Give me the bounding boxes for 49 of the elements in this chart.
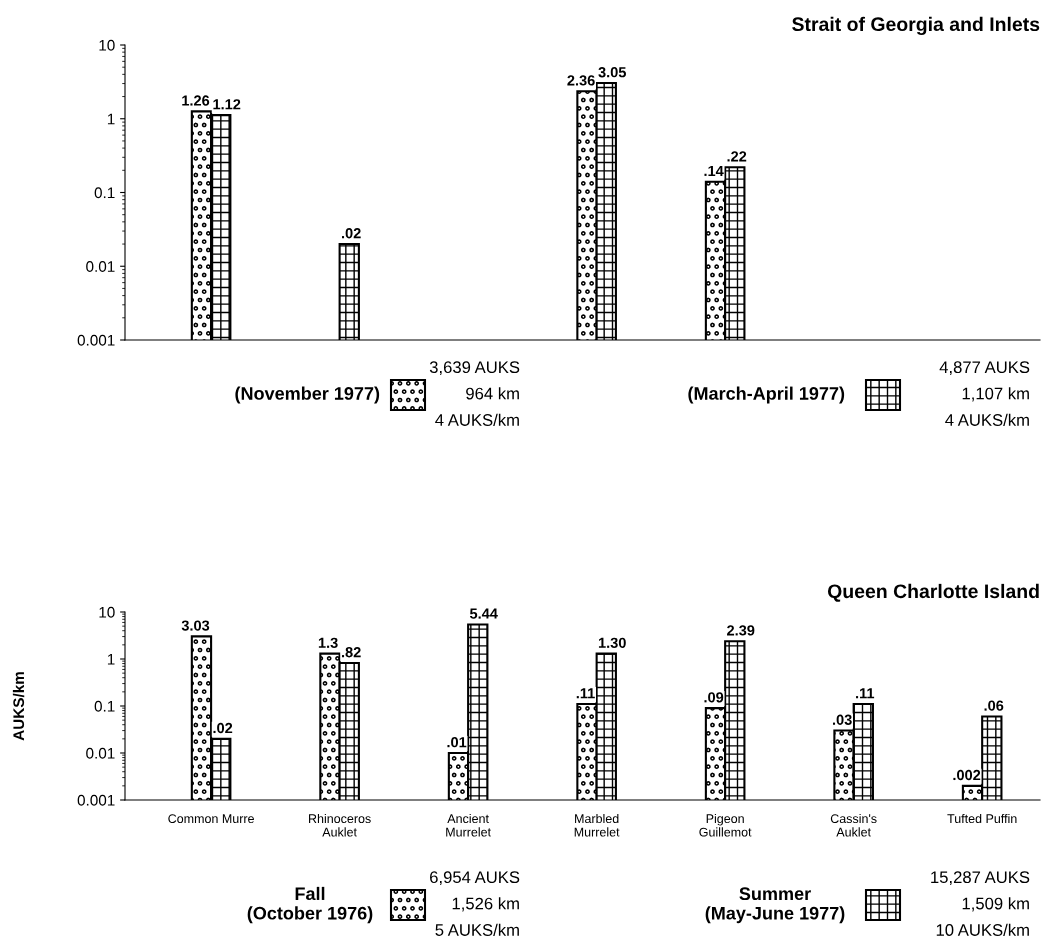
text: 3,639 AUKS 964 km 4 AUKS/km <box>429 361 520 426</box>
data-label: .22 <box>727 151 747 162</box>
data-label: .09 <box>704 692 724 703</box>
data-label: .02 <box>341 228 361 239</box>
data-label: 3.03 <box>181 620 210 631</box>
data-label: .03 <box>832 714 852 725</box>
data-label: .02 <box>213 722 233 734</box>
x-tick-label: Ancient Murrelet <box>446 813 491 837</box>
y-tick-label: 10 <box>99 606 115 618</box>
text: 6,954 AUKS 1,526 km 5 AUKS/km <box>430 871 520 936</box>
legend-label: (November 1977) <box>235 386 380 404</box>
y-axis-title: AUKS/km <box>12 672 25 741</box>
legend-label: (March-April 1977) <box>688 386 845 404</box>
x-tick-label: Tufted Puffin <box>947 813 1017 824</box>
y-tick-label: 1 <box>107 113 115 125</box>
y-tick-label: 0.001 <box>77 794 115 806</box>
data-label: 2.39 <box>727 625 755 636</box>
y-tick-label: 0.1 <box>94 187 115 199</box>
legend-label: Fall (October 1976) <box>247 886 373 924</box>
x-tick-label: Marbled Murrelet <box>574 813 620 837</box>
data-label: 1.30 <box>598 637 626 648</box>
x-tick-label: Rhinoceros Auklet <box>309 813 371 837</box>
data-label: 3.05 <box>598 67 626 78</box>
y-tick-label: 0.1 <box>94 700 115 712</box>
chart-title: Queen Charlotte Island <box>827 583 1039 602</box>
y-tick-label: 1 <box>107 654 115 665</box>
data-label: .82 <box>341 647 361 658</box>
data-label: 1.12 <box>213 99 241 110</box>
legend-label: Summer (May-June 1977) <box>705 887 845 924</box>
data-label: .14 <box>704 165 724 176</box>
data-label: .11 <box>576 688 595 699</box>
y-tick-label: 0.01 <box>86 261 115 272</box>
data-label: .11 <box>856 688 875 699</box>
text: 4,877 AUKS 1,107 km 4 AUKS/km <box>939 361 1030 426</box>
data-label: .01 <box>447 737 467 748</box>
x-tick-label: Common Murre <box>168 814 254 824</box>
x-tick-label: Pigeon Guillemot <box>699 813 752 837</box>
y-tick-label: 0.01 <box>86 747 115 759</box>
data-label: 1.3 <box>318 637 338 648</box>
chart-title: Strait of Georgia and Inlets <box>792 16 1040 35</box>
data-label: .002 <box>953 769 981 781</box>
y-tick-label: 10 <box>99 39 115 51</box>
data-label: 1.26 <box>182 95 210 106</box>
data-label: .06 <box>984 700 1004 711</box>
x-tick-label: Cassin's Auklet <box>830 813 877 837</box>
text: 15,287 AUKS 1,509 km 10 AUKS/km <box>931 871 1030 936</box>
y-tick-label: 0.001 <box>77 334 115 346</box>
data-label: 5.44 <box>469 608 498 619</box>
data-label: 2.36 <box>567 75 595 86</box>
